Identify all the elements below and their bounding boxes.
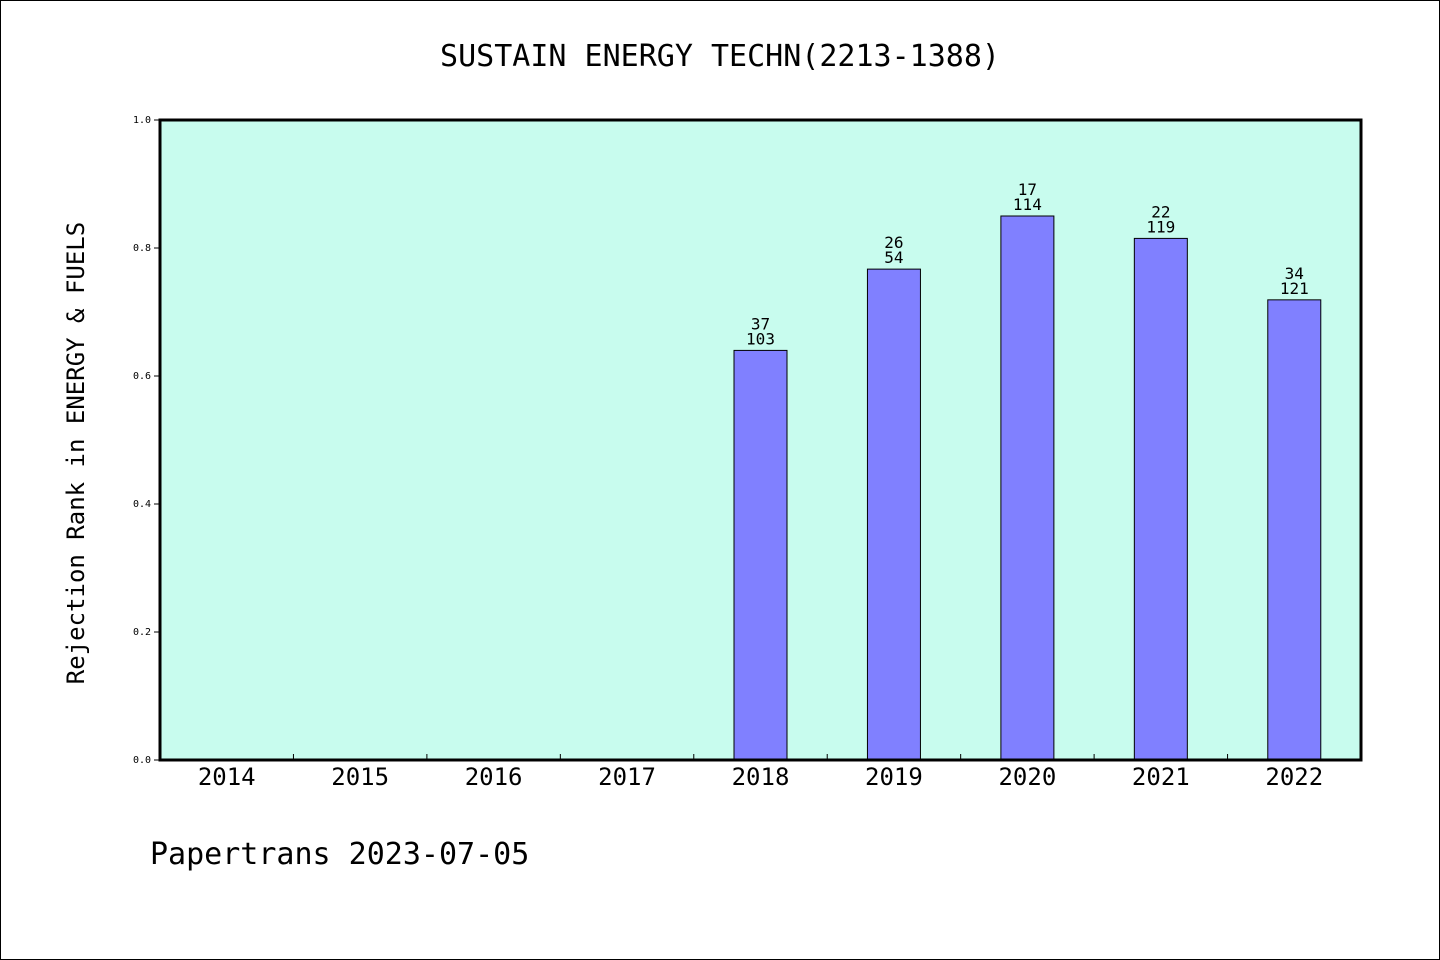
bar-2021 — [1133, 237, 1188, 761]
y-tick-label: 0.8 — [133, 243, 151, 254]
x-tick-label: 2022 — [1265, 763, 1323, 791]
x-tick-label: 2018 — [732, 763, 790, 791]
x-tick-label: 2020 — [998, 763, 1056, 791]
bar-label-bottom: 54 — [884, 248, 903, 267]
y-tick-label: 0.4 — [133, 499, 151, 510]
bar-label-bottom: 119 — [1146, 217, 1175, 236]
tick-labels: 0.0 0.2 0.4 0.6 0.8 1.0 2014 2015 2016 2017 2018 20… — [133, 115, 1323, 791]
bar-2020 — [1000, 215, 1055, 761]
x-tick-label: 2014 — [198, 763, 256, 791]
y-tick-label: 1.0 — [133, 115, 151, 126]
y-tick-label: 0.0 — [133, 755, 151, 766]
x-tick-label: 2015 — [331, 763, 389, 791]
x-tick-label: 2019 — [865, 763, 923, 791]
bar-label-top: 17 — [1018, 180, 1037, 199]
bar-label-top: 37 — [751, 314, 770, 333]
bar-2018 — [733, 349, 788, 761]
y-axis-label: Rejection Rank in ENERGY & FUELS — [62, 222, 90, 684]
bar-2019 — [866, 268, 921, 761]
bar-label-bottom: 114 — [1013, 195, 1042, 214]
bars — [733, 215, 1322, 761]
chart-title: SUSTAIN ENERGY TECHN(2213-1388) — [440, 39, 1000, 74]
x-tick-label: 2017 — [598, 763, 656, 791]
bar-label-top: 34 — [1285, 264, 1304, 283]
bar-label-top: 22 — [1151, 202, 1170, 221]
bar-label-bottom: 103 — [746, 329, 775, 348]
bar-label-bottom: 121 — [1280, 279, 1309, 298]
x-tick-label: 2016 — [465, 763, 523, 791]
bar-2022 — [1267, 299, 1322, 761]
plot-border — [158, 118, 1363, 762]
bar-label-top: 26 — [884, 233, 903, 252]
y-tick-label: 0.2 — [133, 627, 151, 638]
footer-credit: Papertrans 2023-07-05 — [150, 837, 529, 872]
x-tick-label: 2021 — [1132, 763, 1190, 791]
y-tick-label: 0.6 — [133, 371, 151, 382]
